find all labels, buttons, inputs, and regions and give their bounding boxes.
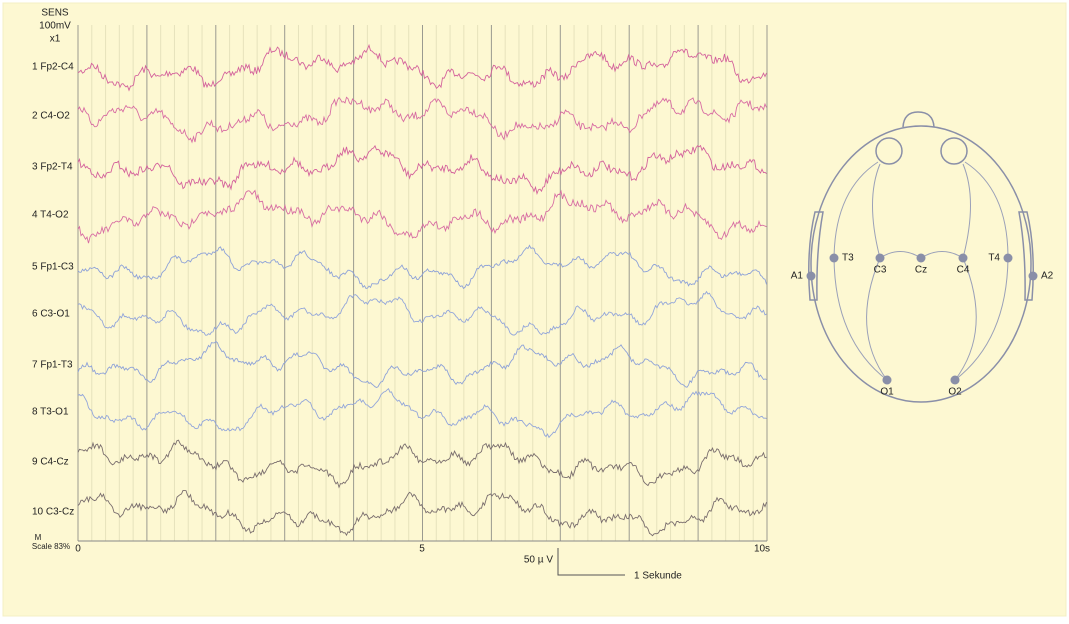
- channel-label: 1 Fp2-C4: [32, 62, 74, 73]
- electrode-label: C4: [957, 265, 970, 276]
- sens-label: SENS: [41, 8, 69, 19]
- connection: [866, 257, 888, 381]
- electrode: [1028, 271, 1038, 281]
- channel-label: 9 C4-Cz: [32, 457, 69, 468]
- electrode-label: O2: [948, 387, 962, 398]
- channel-label: 7 Fp1-T3: [32, 360, 73, 371]
- sens-gain: x1: [50, 34, 61, 45]
- eeg-trace: [77, 189, 767, 244]
- electrode-label: A2: [1041, 271, 1054, 282]
- time-grid: [77, 25, 768, 541]
- scale-bar: [557, 548, 625, 576]
- electrode: [1003, 253, 1013, 263]
- channel-label: 3 Fp2-T4: [32, 162, 73, 173]
- head-outline: [810, 125, 1032, 403]
- channel-label: 8 T3-O1: [32, 407, 69, 418]
- electrode: [958, 253, 968, 263]
- traces: [77, 43, 767, 537]
- montage-scale: Scale 83%: [32, 542, 70, 551]
- electrode-label: O1: [880, 387, 894, 398]
- electrode: [950, 375, 960, 385]
- eeg-trace: [77, 290, 767, 336]
- time-label: 0: [75, 544, 81, 555]
- time-label: 10s: [754, 544, 770, 555]
- scale-amplitude: 50 µ V: [524, 555, 553, 566]
- ear: [808, 211, 824, 301]
- electrode: [882, 375, 892, 385]
- channel-label: 4 T4-O2: [32, 210, 69, 221]
- eeg-trace: [77, 144, 767, 195]
- connection: [833, 257, 888, 381]
- electrode: [875, 253, 885, 263]
- channel-label: 10 C3-Cz: [32, 507, 74, 518]
- eeg-trace: [77, 96, 767, 144]
- electrode-label: T3: [842, 253, 854, 264]
- montage-label: M: [35, 533, 42, 542]
- time-label: 5: [419, 544, 425, 555]
- connection: [872, 163, 881, 259]
- eeg-trace: [77, 340, 767, 389]
- channel-label: 6 C3-O1: [32, 309, 70, 320]
- connection: [954, 257, 977, 381]
- connection: [954, 257, 1009, 381]
- channel-label: 5 Fp1-C3: [32, 262, 74, 273]
- electrode-label: C3: [874, 265, 887, 276]
- connection: [962, 163, 971, 259]
- electrodes: A1 T3 C3 Cz C4 T4 A2 O1 O2: [791, 253, 1054, 398]
- sens-value: 100mV: [39, 21, 71, 32]
- channel-label: 2 C4-O2: [32, 111, 70, 122]
- eye: [940, 137, 968, 165]
- electrode-label: A1: [791, 271, 804, 282]
- connection: [964, 161, 1009, 259]
- eeg-trace: [77, 489, 767, 537]
- electrode-label: T4: [988, 253, 1000, 264]
- electrode-label: Cz: [915, 265, 927, 276]
- eye: [875, 137, 903, 165]
- ear: [1018, 211, 1034, 301]
- electrode: [916, 253, 926, 263]
- connection: [833, 161, 879, 259]
- eeg-trace: [77, 244, 767, 290]
- nose: [902, 111, 935, 128]
- scale-duration: 1 Sekunde: [634, 571, 682, 582]
- eeg-trace: [77, 439, 767, 489]
- eeg-trace: [77, 43, 767, 92]
- electrode: [806, 271, 816, 281]
- eeg-trace: [77, 387, 767, 439]
- electrode: [829, 253, 839, 263]
